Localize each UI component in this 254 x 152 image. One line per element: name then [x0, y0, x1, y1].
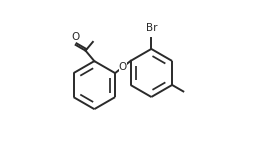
Text: O: O [72, 32, 80, 42]
Text: O: O [119, 62, 127, 72]
Text: Br: Br [146, 23, 157, 33]
